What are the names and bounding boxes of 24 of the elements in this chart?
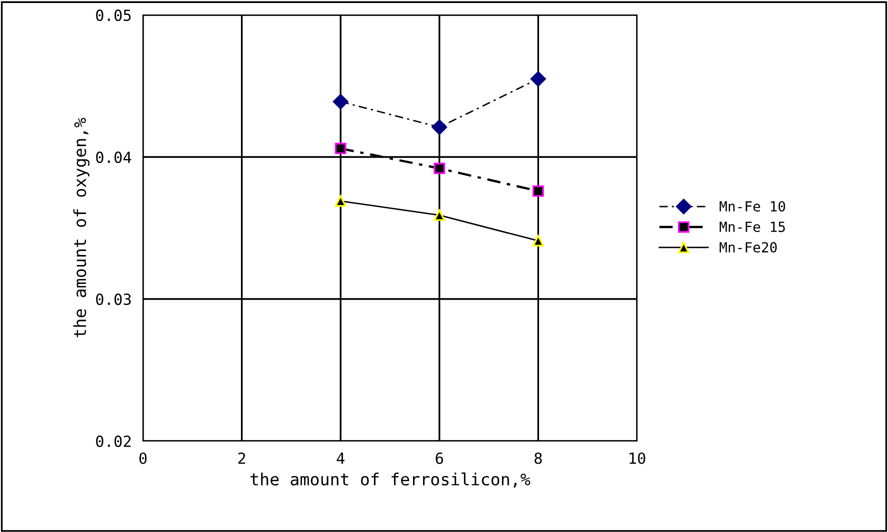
x-tick-label: 10 <box>630 452 646 464</box>
x-axis-title: the amount of ferrosilicon,% <box>250 472 530 488</box>
y-axis-title: the amount of oxygen,% <box>73 118 90 338</box>
point <box>334 195 346 207</box>
point <box>532 235 544 246</box>
point <box>434 162 446 174</box>
point <box>530 71 546 87</box>
legend-label: Mn-Fe20 <box>720 242 777 253</box>
legend-label: Mn-Fe 15 <box>720 222 785 232</box>
x-tick-label: 6 <box>436 452 444 464</box>
x-tick-label: 4 <box>336 452 344 464</box>
point <box>332 94 348 110</box>
x-tick-label: 8 <box>534 452 542 464</box>
y-tick-label: 0.05 <box>96 10 131 22</box>
point <box>532 185 544 197</box>
x-tick-label: 2 <box>238 452 246 464</box>
y-tick-label: 0.04 <box>96 152 132 164</box>
x-tick-label: 0 <box>139 452 147 464</box>
y-tick-label: 0.02 <box>96 436 131 448</box>
point <box>432 119 448 135</box>
legend-label: Mn-Fe 10 <box>720 201 786 212</box>
point <box>434 210 446 221</box>
point <box>334 142 346 154</box>
y-tick-label: 0.03 <box>96 294 131 306</box>
